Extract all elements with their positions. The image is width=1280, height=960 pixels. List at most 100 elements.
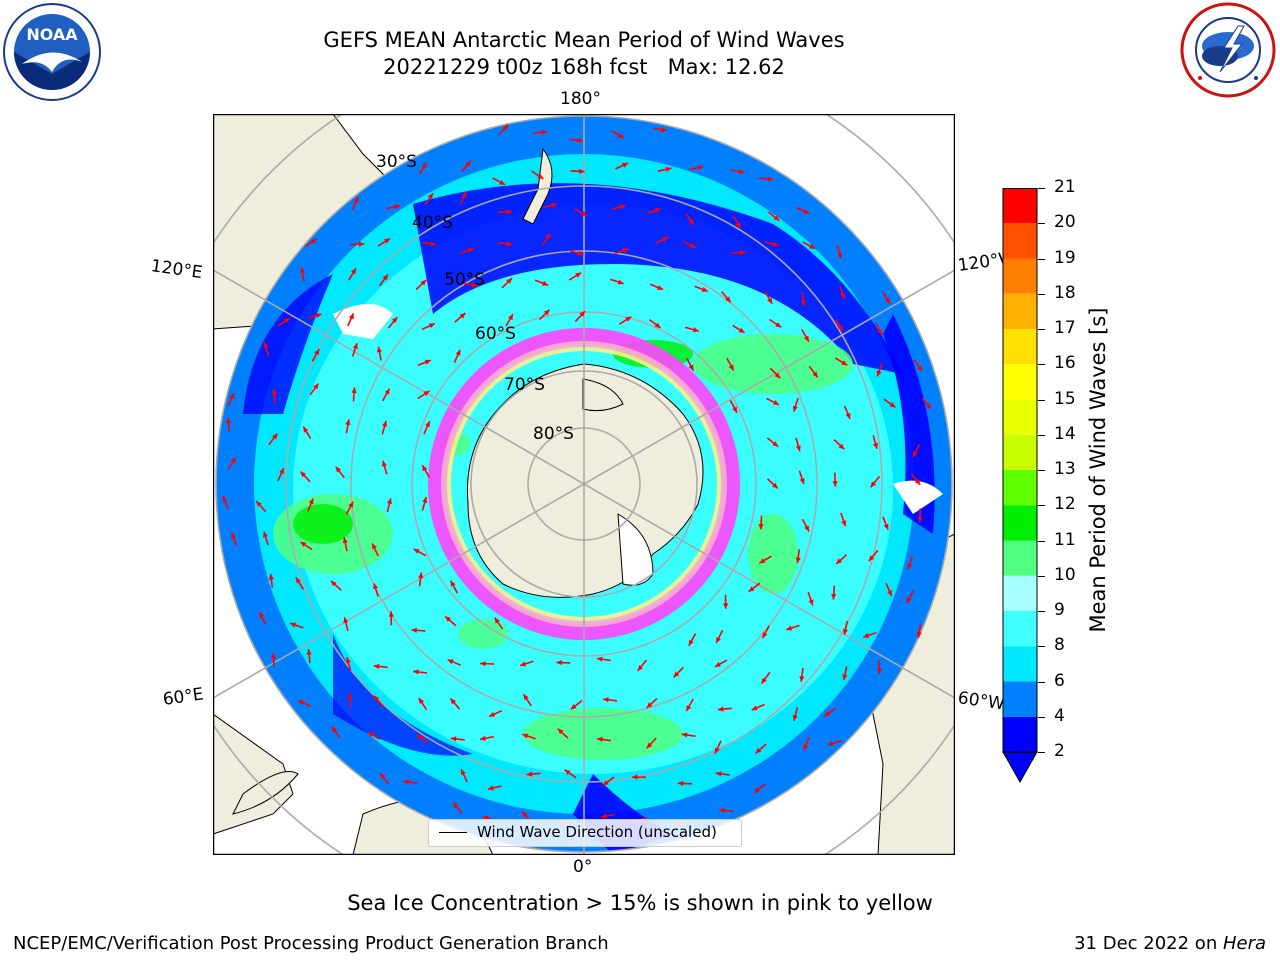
wave-arrow-head (688, 219, 694, 225)
wave-arrow-head (646, 702, 653, 708)
wave-arrow-head (916, 632, 922, 638)
wave-arrow-head (754, 787, 760, 793)
wave-arrow-head (373, 695, 380, 702)
wave-arrow-head (418, 572, 424, 579)
wave-arrow-head (665, 166, 672, 172)
wave-arrow-head (719, 807, 725, 813)
colorbar-tick-mark (1038, 470, 1045, 471)
wave-arrow-head (625, 316, 632, 322)
wave-arrow-head (372, 543, 377, 550)
chart-title-line1: GEFS MEAN Antarctic Mean Period of Wind … (323, 28, 845, 52)
wave-arrow-head (827, 740, 834, 746)
colorbar-segment (1003, 399, 1037, 435)
wave-arrow-head (887, 590, 892, 596)
wave-arrow-head (876, 370, 882, 377)
wave-arrow-head (863, 633, 870, 638)
wave-arrow-head (381, 460, 387, 467)
wave-arrow-head (423, 390, 430, 396)
wave-arrow-head (467, 247, 474, 253)
colorbar-segment (1003, 434, 1037, 470)
wave-arrow-head (619, 204, 626, 210)
colorbar-segment (1003, 258, 1037, 294)
wind-wave-arrows (222, 123, 932, 827)
wave-arrow-head (222, 496, 228, 502)
colorbar (1002, 188, 1038, 784)
wave-arrow-head (256, 501, 262, 507)
wave-arrow-head (459, 313, 466, 319)
wave-arrow-head (622, 248, 629, 253)
wave-arrow-head (570, 704, 577, 710)
wave-arrow-head (646, 742, 653, 749)
wave-arrow-head (808, 599, 814, 606)
wave-arrow-head (343, 617, 349, 624)
wave-arrow-head (688, 639, 694, 646)
wave-arrow-head (506, 278, 512, 284)
footer-date-text: 31 Dec 2022 on (1074, 933, 1223, 954)
wave-arrow-head (803, 335, 809, 342)
legend-label: Wind Wave Direction (unscaled) (477, 823, 717, 841)
wave-arrow-head (290, 622, 296, 628)
wave-arrow-head (925, 403, 931, 409)
wave-arrow-head (556, 660, 562, 666)
legend-line-swatch (439, 832, 467, 833)
wave-arrow-head (537, 173, 544, 179)
wave-arrow-head (472, 282, 479, 288)
colorbar-segment (1003, 575, 1037, 611)
colorbar-label: Mean Period of Wind Waves [s] (1086, 307, 1110, 633)
wave-arrow-head (786, 625, 793, 631)
wave-arrow-head (661, 127, 667, 133)
wave-arrow-head (521, 811, 528, 818)
wave-arrow-head (411, 627, 417, 633)
footer-machine: Hera (1222, 933, 1266, 954)
wave-arrow-head (701, 287, 708, 292)
wave-arrow-head (506, 209, 512, 215)
wave-arrow-head (461, 769, 466, 776)
colorbar-tick-mark (1038, 364, 1045, 366)
wave-arrow-head (231, 532, 237, 539)
wave-arrow-head (758, 524, 764, 530)
wave-arrow-head (914, 478, 921, 485)
wave-arrow-head (421, 162, 427, 169)
colorbar-segment (1003, 716, 1037, 752)
colorbar-segment (1003, 540, 1037, 576)
wave-arrow-head (917, 517, 923, 523)
wave-arrow-head (413, 669, 419, 675)
madagascar-land (232, 771, 299, 815)
wave-arrow-head (715, 771, 722, 777)
lon-label-0: 0° (573, 857, 593, 877)
wave-arrow-head (352, 343, 358, 350)
wave-arrow-head (330, 580, 337, 587)
wave-arrow-head (832, 481, 838, 487)
colorbar-tick-mark (1038, 399, 1045, 401)
wave-arrow-head (271, 389, 277, 395)
wave-arrow-head (916, 365, 923, 372)
africa-land (214, 714, 294, 835)
lat-label-40s: 40°S (412, 213, 453, 233)
wave-arrow-head (577, 137, 583, 143)
wave-arrow-head (714, 661, 721, 667)
wave-arrow-head (662, 237, 669, 242)
colorbar-tick-mark (1038, 188, 1045, 189)
wave-arrow-head (230, 457, 236, 464)
wave-arrow-head (800, 300, 806, 307)
wave-arrow-head (557, 728, 564, 735)
wave-arrow-head (520, 661, 526, 667)
colorbar-tick-mark (1038, 293, 1045, 295)
wave-arrow-head (738, 169, 745, 175)
wave-arrow-head (543, 309, 550, 316)
wave-arrow-head (795, 445, 801, 452)
wave-arrow-head (755, 747, 762, 754)
wave-arrow-head (342, 537, 348, 544)
colorbar-segment (1003, 293, 1037, 329)
wave-arrow-head (450, 736, 457, 742)
colorbar-tick-mark (1038, 540, 1045, 542)
colorbar-tick-mark (1038, 329, 1045, 330)
colorbar-segment (1003, 646, 1037, 682)
wave-arrow-head (803, 744, 809, 751)
wave-arrow-head (716, 637, 721, 643)
wave-arrow-head (637, 665, 644, 671)
wave-arrow-head (545, 233, 551, 240)
wave-arrow-head (465, 160, 471, 167)
wave-arrow-head (799, 676, 805, 682)
wave-arrow-head (577, 250, 584, 256)
